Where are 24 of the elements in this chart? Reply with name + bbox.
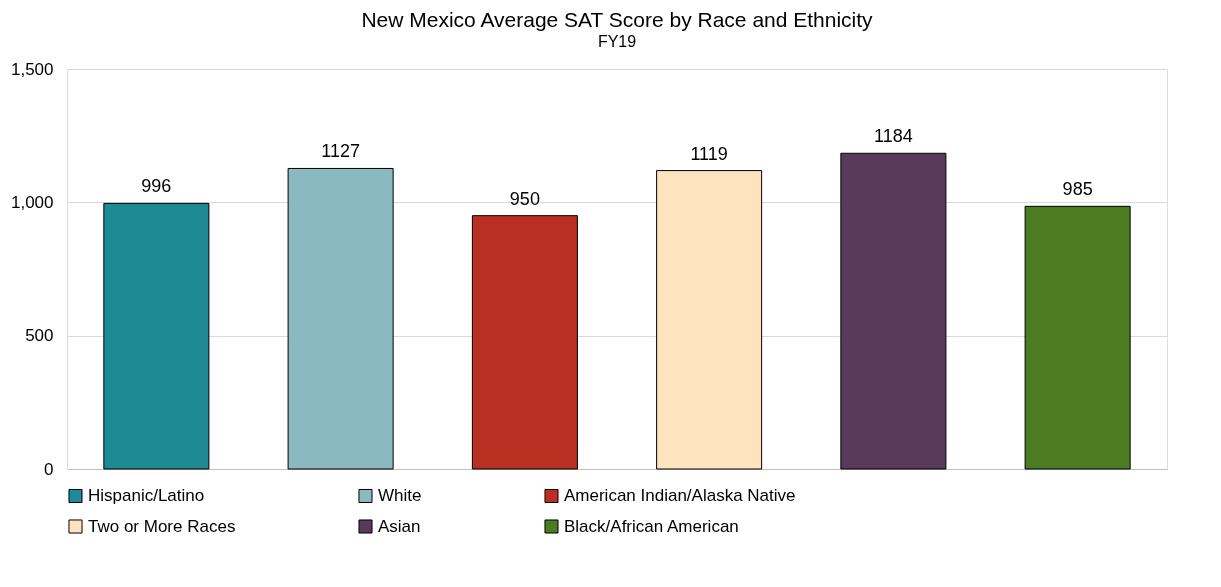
legend-label: Hispanic/Latino — [88, 485, 205, 505]
y-tick-label: 1,000 — [10, 192, 54, 212]
y-tick-label: 0 — [44, 459, 54, 479]
bar — [1024, 205, 1131, 470]
legend-label: Two or More Races — [88, 516, 236, 536]
y-tick-label: 1,500 — [10, 59, 54, 79]
bar — [656, 170, 763, 470]
data-label: 1184 — [874, 126, 913, 147]
legend-label: White — [378, 485, 422, 505]
legend-label: Black/African American — [564, 516, 739, 536]
data-label: 985 — [1062, 179, 1093, 200]
bar — [471, 215, 578, 470]
legend-label: Asian — [378, 516, 421, 536]
chart-subtitle: FY19 — [597, 33, 637, 50]
bar — [103, 202, 210, 470]
bar — [840, 152, 947, 470]
chart-title: New Mexico Average SAT Score by Race and Ethnicity — [361, 8, 874, 31]
data-label: 1127 — [321, 141, 360, 162]
data-label: 1119 — [690, 143, 728, 164]
legend-label: American Indian/Alaska Native — [564, 485, 796, 505]
data-label: 950 — [509, 188, 540, 209]
bar — [287, 167, 394, 470]
data-label: 996 — [141, 176, 172, 197]
y-tick-label: 500 — [25, 326, 54, 346]
